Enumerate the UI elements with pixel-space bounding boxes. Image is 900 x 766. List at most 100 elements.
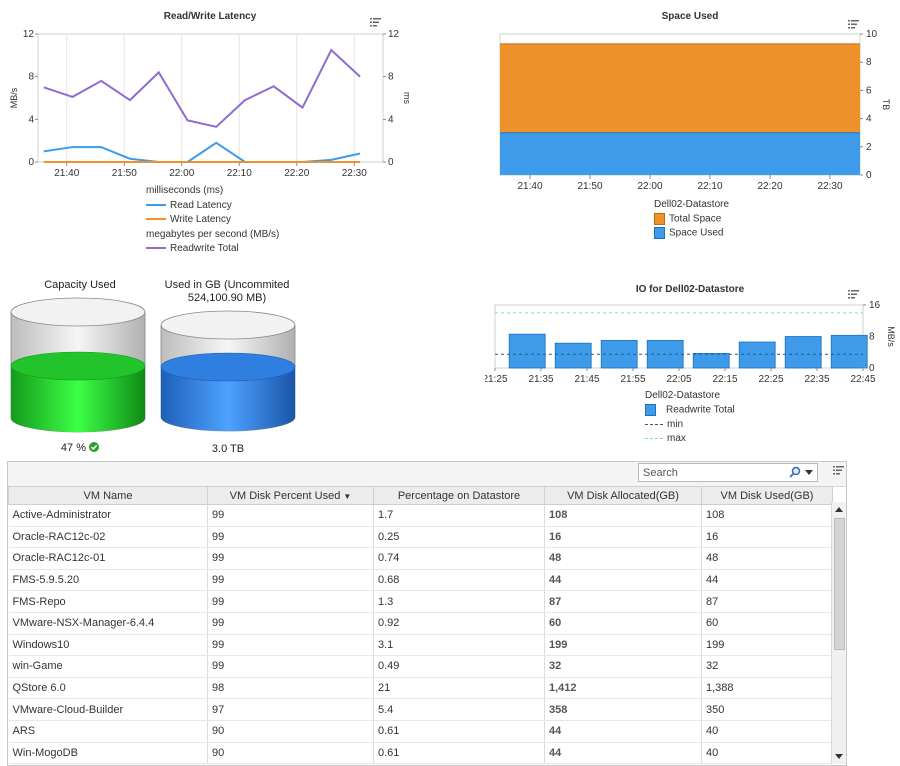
- x-tick-label: 21:50: [112, 168, 137, 179]
- io-menu-icon[interactable]: [848, 290, 860, 300]
- scrollbar-thumb[interactable]: [834, 518, 845, 650]
- vertical-scrollbar[interactable]: [831, 502, 846, 764]
- x-tick-label: 22:30: [817, 181, 842, 192]
- disk-allocated-cell: 48: [544, 547, 702, 570]
- rw-legend-write-label: Write Latency: [170, 214, 231, 225]
- disk-allocated-cell: 87: [544, 590, 702, 613]
- col-header-disk-percent-used-label: VM Disk Percent Used: [229, 489, 341, 502]
- vm-name-cell: FMS-5.9.5.20: [8, 569, 208, 592]
- rw-legend-total-label: Readwrite Total: [170, 243, 239, 254]
- io-chart: 21:25 21:35 21:45 21:55 22:05 22:15 22:25 22:35…: [485, 300, 896, 385]
- percent-on-datastore-cell: 0.61: [373, 720, 545, 743]
- scroll-down-icon[interactable]: [833, 751, 845, 761]
- read-latency-swatch: [146, 204, 166, 207]
- space-legend-total[interactable]: Total Space: [654, 213, 721, 225]
- io-legend-min[interactable]: min: [645, 419, 683, 430]
- table-row[interactable]: win-Game 99 0.49 32 32: [8, 655, 833, 678]
- space-legend-used[interactable]: Space Used: [654, 227, 723, 239]
- capacity-cylinder: [10, 297, 146, 433]
- table-row[interactable]: Oracle-RAC12c-02 99 0.25 16 16: [8, 526, 833, 549]
- percent-on-datastore-cell: 3.1: [373, 634, 545, 657]
- space-used-area: [500, 132, 860, 175]
- used-in-gb-title-line1: Used in GB (Uncommited: [164, 279, 290, 291]
- rw-legend-total[interactable]: Readwrite Total: [146, 243, 239, 254]
- table-row[interactable]: Active-Administrator 99 1.7 108 108: [8, 504, 833, 527]
- rw-legend-read-label: Read Latency: [170, 200, 232, 211]
- rw-legend-read[interactable]: Read Latency: [146, 200, 232, 211]
- space-used-chart: 21:40 21:50 22:00 22:10 22:20 22:30 10 8 6 4 2 0 TB: [499, 29, 891, 192]
- disk-percent-used-cell: 90: [207, 742, 374, 765]
- right-y-tick-label: 4: [388, 114, 394, 125]
- vm-disk-table: VM Name VM Disk Percent Used ▼ Percentag…: [8, 486, 833, 765]
- percent-on-datastore-cell: 0.74: [373, 547, 545, 570]
- io-legend-max[interactable]: max: [645, 433, 686, 444]
- col-header-percent-on-datastore[interactable]: Percentage on Datastore: [373, 486, 545, 505]
- left-axis-label: MB/s: [9, 87, 19, 108]
- table-row[interactable]: Windows10 99 3.1 199 199: [8, 634, 833, 657]
- x-tick-label: 22:25: [758, 374, 783, 385]
- disk-used-cell: 44: [701, 569, 833, 592]
- plot-area: [37, 33, 384, 163]
- x-tick-label: 21:40: [54, 168, 79, 179]
- y-tick-label: 0: [869, 363, 875, 374]
- x-tick-label: 22:20: [757, 181, 782, 192]
- io-legend-total-label: Readwrite Total: [666, 404, 735, 416]
- percent-on-datastore-cell: 0.25: [373, 526, 545, 549]
- search-icon[interactable]: [789, 466, 801, 478]
- x-tick-label: 22:30: [342, 168, 367, 179]
- io-legend-total[interactable]: Readwrite Total: [645, 404, 735, 416]
- vm-name-cell: Oracle-RAC12c-01: [8, 547, 208, 570]
- capacity-used-title: Capacity Used: [44, 279, 116, 291]
- vm-name-cell: Win-MogoDB: [8, 742, 208, 765]
- space-legend-total-label: Total Space: [669, 213, 722, 225]
- col-header-disk-used[interactable]: VM Disk Used(GB): [701, 486, 833, 505]
- search-box[interactable]: [638, 463, 818, 482]
- table-row[interactable]: Oracle-RAC12c-01 99 0.74 48 48: [8, 547, 833, 570]
- disk-allocated-cell: 44: [544, 742, 702, 765]
- table-row[interactable]: ARS 90 0.61 44 40: [8, 720, 833, 743]
- scroll-up-icon[interactable]: [833, 505, 845, 515]
- vm-name-cell: ARS: [8, 720, 208, 743]
- search-input[interactable]: [639, 464, 787, 481]
- space-used-menu-icon[interactable]: [848, 20, 860, 30]
- table-row[interactable]: Win-MogoDB 90 0.61 44 40: [8, 742, 833, 765]
- vm-name-cell: win-Game: [8, 655, 208, 678]
- vm-name-cell: Oracle-RAC12c-02: [8, 526, 208, 549]
- col-header-disk-percent-used[interactable]: VM Disk Percent Used ▼: [207, 486, 374, 505]
- right-y-tick-label: 0: [388, 157, 394, 168]
- ok-check-icon: [89, 442, 100, 452]
- x-tick-label: 22:00: [169, 168, 194, 179]
- disk-percent-used-cell: 99: [207, 655, 374, 678]
- col-header-disk-allocated[interactable]: VM Disk Allocated(GB): [544, 486, 702, 505]
- right-y-tick-label: 12: [388, 29, 400, 40]
- y-tick-label: 16: [869, 300, 881, 311]
- table-row[interactable]: VMware-NSX-Manager-6.4.4 99 0.92 60 60: [8, 612, 833, 635]
- rw-legend-group2: megabytes per second (MB/s): [146, 229, 280, 240]
- vm-name-cell: VMware-Cloud-Builder: [8, 698, 208, 721]
- disk-allocated-cell: 358: [544, 698, 702, 721]
- x-tick-label: 21:25: [485, 374, 508, 385]
- disk-used-cell: 87: [701, 590, 833, 613]
- table-row[interactable]: FMS-Repo 99 1.3 87 87: [8, 590, 833, 613]
- percent-on-datastore-cell: 0.92: [373, 612, 545, 635]
- grid-menu-icon[interactable]: [833, 466, 845, 476]
- disk-percent-used-cell: 90: [207, 720, 374, 743]
- disk-used-cell: 350: [701, 698, 833, 721]
- x-tick-label: 21:45: [574, 374, 599, 385]
- rw-legend-write[interactable]: Write Latency: [146, 214, 231, 225]
- table-row[interactable]: QStore 6.0 98 21 1,412 1,388: [8, 677, 833, 700]
- col-header-vm-name[interactable]: VM Name: [8, 486, 208, 505]
- space-legend-used-label: Space Used: [669, 227, 724, 239]
- min-line-swatch: [645, 423, 663, 425]
- table-row[interactable]: VMware-Cloud-Builder 97 5.4 358 350: [8, 698, 833, 721]
- percent-on-datastore-cell: 0.49: [373, 655, 545, 678]
- capacity-value-text: 47 %: [60, 442, 86, 454]
- rw-latency-menu-icon[interactable]: [370, 18, 382, 28]
- space-used-title: Space Used: [661, 11, 719, 22]
- y-tick-label: 2: [866, 142, 872, 153]
- table-row[interactable]: FMS-5.9.5.20 99 0.68 44 44: [8, 569, 833, 592]
- io-legend-min-label: min: [667, 419, 684, 430]
- io-bar: [830, 334, 868, 369]
- vm-name-cell: VMware-NSX-Manager-6.4.4: [8, 612, 208, 635]
- chevron-down-icon[interactable]: [805, 470, 813, 476]
